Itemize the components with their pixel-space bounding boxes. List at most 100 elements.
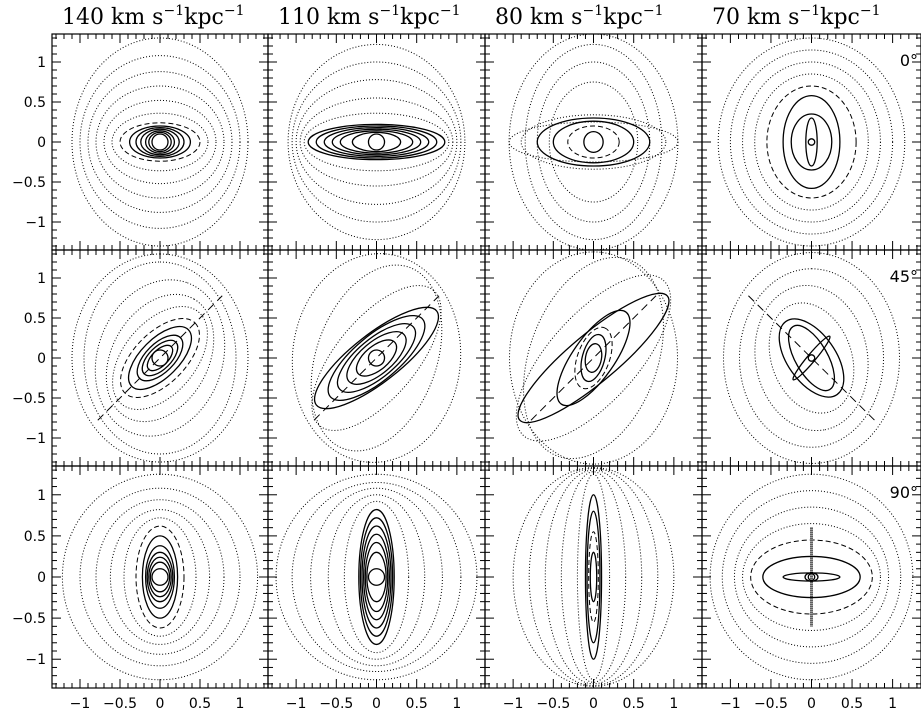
x-tick-label: −1 [720,696,741,712]
orbit [807,573,816,581]
orbit [119,122,201,162]
panel-orbits [717,37,906,247]
orbit [523,256,664,460]
orbit [567,125,620,159]
orbit-panel [484,249,703,467]
orbit-panel [484,33,703,251]
orbit [807,138,816,146]
y-tick-label: 1 [37,55,46,71]
orbit [754,73,869,211]
y-tick-label: 0.5 [24,95,46,111]
orbit [299,97,454,187]
orbit [584,494,603,660]
orbit [141,339,179,377]
panel-frame [51,33,269,251]
x-tick-label: 1 [669,696,678,712]
orbit [112,306,208,410]
axis-guide-line [530,295,657,421]
orbit [359,517,394,637]
orbit [584,343,603,373]
y-tick-label: −0.5 [12,611,46,627]
orbit [79,55,241,229]
orbit-panel: −1 −0.5 0 0.5 1 [484,465,703,712]
panel-frame [701,249,921,467]
y-tick-label: −1 [25,215,46,231]
orbit [509,251,678,465]
orbit [346,331,407,385]
orbit [355,339,398,377]
orbit [109,509,211,645]
x-tick-label: −0.5 [319,696,353,712]
orbit [336,323,417,393]
title-value: 110 km s [278,5,379,30]
panel-orbits [287,43,466,241]
orbit [524,43,663,241]
orbit [83,261,237,455]
orbit-panel: −1 −0.5 0 0.5 1 [267,465,486,712]
panel-frame [484,33,703,251]
orbit [515,274,672,442]
panel-orbits [291,253,462,463]
column-titles: 140 km s−1kpc−1 110 km s−1kpc−1 80 km s−1k… [62,3,881,30]
x-tick-label: 0.5 [406,696,428,712]
x-tick-label: −0.5 [103,696,137,712]
orbit [71,37,249,247]
angle-label: 0° [900,51,918,70]
orbit-panel [267,33,486,251]
orbit [807,354,816,362]
title-exponent: −1 [860,3,881,19]
x-tick-label: −0.5 [754,696,788,712]
orbit [331,128,422,156]
orbit-panel: −1 −0.5 0 0.5 1 [12,249,269,467]
axis-guide-line [748,295,875,421]
orbit [367,349,386,367]
orbit [343,500,410,654]
title-unit: kpc [400,5,440,30]
orbit [574,326,613,390]
title-exponent: −1 [163,3,184,19]
x-tick-label: 1 [452,696,461,712]
y-tick-label: −1 [25,652,46,668]
orbit [361,525,392,629]
orbit [548,81,639,203]
orbit-panel: 45° [701,249,921,467]
orbit [303,112,450,172]
x-tick-label: 0.5 [841,696,863,712]
orbit [275,473,478,681]
orbit [144,130,176,154]
orbit [508,121,679,163]
y-tick-label: 1 [37,488,46,504]
y-tick-label: −0.5 [12,391,46,407]
x-tick-label: −1 [503,696,524,712]
column-title: 140 km s−1kpc−1 [62,3,245,30]
angle-label: 45° [890,267,918,286]
orbit [151,133,169,151]
title-exponent: −1 [799,3,820,19]
orbit [790,113,833,171]
title-value: 140 km s [62,5,163,30]
orbit [307,123,446,161]
panel-orbits [512,467,675,687]
panel-frame [484,249,703,467]
panel-grid: −1−0.500.51 0°−1−0.500.51 45°−1−0.500.51−1… [12,33,921,712]
column-title: 110 km s−1kpc−1 [278,3,461,30]
y-tick-label: −0.5 [12,175,46,191]
panel-orbits [275,473,478,681]
x-tick-label: −1 [286,696,307,712]
x-tick-label: 0 [807,696,816,712]
orbit [721,490,902,664]
orbit [151,568,169,586]
title-exponent: −1 [440,3,461,19]
orbit [291,481,462,673]
y-tick-label: 0 [37,570,46,586]
title-exponent: −1 [582,3,603,19]
x-tick-label: −0.5 [536,696,570,712]
panel-frame [484,465,703,689]
orbit [782,94,841,190]
x-tick-label: 0 [156,696,165,712]
orbit-panel: −1 −0.5 0 0.5 1 −1 −0.5 0 0.5 1 [12,465,269,712]
orbit [149,561,171,593]
orbit [323,126,430,158]
orbit [589,551,598,603]
